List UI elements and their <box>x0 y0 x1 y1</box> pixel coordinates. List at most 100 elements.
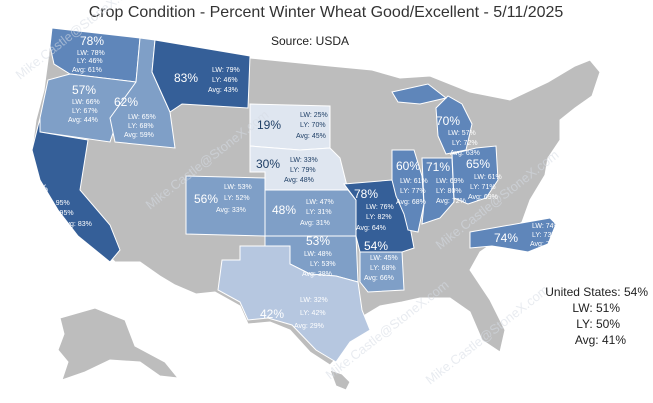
state-pct-mi: 70% <box>436 114 460 128</box>
state-ly-ks: LY: 31% <box>306 209 332 216</box>
state-lw-ks: LW: 47% <box>306 199 334 206</box>
state-avg-ks: Avg: 31% <box>300 220 330 227</box>
hawaii-shape <box>329 369 351 391</box>
state-avg-mt: Avg: 43% <box>208 87 238 94</box>
state-ly-in: LY: 80% <box>436 188 462 195</box>
state-ly-wa: LY: 46% <box>77 58 103 65</box>
state-pct-nc: 74% <box>494 231 518 245</box>
state-pct-ks: 48% <box>272 203 296 217</box>
state-label-mi: 70% LW: 57% LY: 72% Avg: 63% <box>436 114 480 157</box>
state-lw-mi: LW: 57% <box>448 130 476 137</box>
state-ly-mo: LY: 82% <box>366 214 392 221</box>
state-avg-or: Avg: 44% <box>68 117 98 124</box>
state-lw-id: LW: 65% <box>128 114 156 121</box>
state-avg-in: Avg: 72% <box>436 198 466 205</box>
state-ly-mi: LY: 72% <box>452 140 478 147</box>
state-lw-mo: LW: 76% <box>366 204 394 211</box>
state-pct-id: 62% <box>114 95 138 109</box>
state-shape-ca <box>31 117 121 263</box>
state-lw-tx: LW: 32% <box>300 297 328 304</box>
state-shape-mi <box>391 83 473 155</box>
state-ly-sd: LY: 70% <box>300 122 326 129</box>
state-label-id: 62% LW: 65% LY: 68% Avg: 59% <box>114 95 156 139</box>
state-lw-wa: LW: 78% <box>77 50 105 57</box>
state-ly-ne: LY: 79% <box>290 167 316 174</box>
state-label-tx: 42% LW: 32% LY: 42% Avg: 29% <box>260 297 328 330</box>
us-summary-label: United States: 54% <box>545 285 648 299</box>
state-lw-il: LW: 61% <box>400 178 428 185</box>
state-pct-ar: 54% <box>364 239 388 253</box>
state-pct-il: 60% <box>396 159 420 173</box>
state-avg-co: Avg: 33% <box>216 207 246 214</box>
state-lw-ok: LW: 48% <box>304 251 332 258</box>
state-label-in: 71% LW: 69% LY: 80% Avg: 72% <box>426 160 466 205</box>
state-label-or: 57% LW: 66% LY: 67% Avg: 44% <box>68 83 100 124</box>
state-lw-oh: LW: 61% <box>474 174 502 181</box>
state-label-oh: 65% LW: 61% LY: 71% Avg: 69% <box>466 157 502 201</box>
state-ly-ok: LY: 53% <box>310 261 336 268</box>
state-label-ca: 95% LW: 95% LY: 95% Avg: 83% <box>24 182 92 228</box>
state-pct-oh: 65% <box>466 157 490 171</box>
state-lw-co: LW: 53% <box>224 184 252 191</box>
state-shape-il <box>391 149 425 233</box>
state-lw-mt: LW: 79% <box>212 67 240 74</box>
state-pct-sd: 19% <box>257 118 281 132</box>
state-lw-in: LW: 69% <box>436 178 464 185</box>
state-pct-co: 56% <box>194 192 218 206</box>
state-avg-ar: Avg: 66% <box>364 275 394 282</box>
state-shape-mt <box>151 39 251 113</box>
us-summary-avg: Avg: 41% <box>575 333 626 347</box>
state-shape-nc <box>469 217 557 253</box>
state-ly-nc: LY: 73% <box>532 232 558 239</box>
state-ly-ca: LY: 95% <box>48 210 74 217</box>
state-pct-or: 57% <box>72 83 96 97</box>
map-source: Source: USDA <box>271 34 349 48</box>
state-avg-il: Avg: 68% <box>396 199 426 206</box>
state-lw-ca: LW: 95% <box>42 200 70 207</box>
state-avg-sd: Avg: 45% <box>296 133 326 140</box>
us-summary-ly: LY: 50% <box>576 317 620 331</box>
state-label-ok: 53% LW: 48% LY: 53% Avg: 38% <box>302 234 336 278</box>
state-avg-ca: Avg: 83% <box>62 221 92 228</box>
state-ly-il: LY: 77% <box>400 188 426 195</box>
state-lw-sd: LW: 25% <box>300 112 328 119</box>
state-label-co: 56% LW: 53% LY: 52% Avg: 33% <box>194 184 252 214</box>
alaska-shape <box>57 307 180 381</box>
state-pct-mo: 78% <box>354 187 378 201</box>
us-summary-lw: LW: 51% <box>572 301 620 315</box>
state-shape-tx <box>217 245 371 363</box>
state-lw-nc: LW: 74% <box>532 223 560 230</box>
state-pct-ca: 95% <box>24 182 48 196</box>
state-pct-ok: 53% <box>306 234 330 248</box>
state-lw-ne: LW: 33% <box>290 157 318 164</box>
state-lw-ar: LW: 45% <box>370 255 398 262</box>
state-avg-ne: Avg: 48% <box>284 177 314 184</box>
state-pct-mt: 83% <box>174 71 198 85</box>
state-shape-oh <box>451 145 499 205</box>
state-pct-ne: 30% <box>256 157 280 171</box>
state-lw-or: LW: 66% <box>72 99 100 106</box>
state-label-ar: 54% LW: 45% LY: 68% Avg: 66% <box>364 239 398 282</box>
state-ly-mt: LY: 46% <box>212 77 238 84</box>
state-avg-tx: Avg: 29% <box>294 323 324 330</box>
state-shape-ar <box>359 251 405 293</box>
us-summary: United States: 54% LW: 51% LY: 50% Avg: … <box>545 285 648 347</box>
state-label-mt: 83% LW: 79% LY: 46% Avg: 43% <box>174 67 240 94</box>
state-ly-co: LY: 52% <box>224 195 250 202</box>
state-ly-or: LY: 67% <box>72 108 98 115</box>
state-pct-wa: 78% <box>80 34 104 48</box>
state-label-wa: 78% LW: 78% LY: 46% Avg: 61% <box>72 34 105 74</box>
state-avg-nc: Avg: 73% <box>530 241 560 248</box>
state-label-il: 60% LW: 61% LY: 77% Avg: 68% <box>396 159 428 206</box>
state-ly-oh: LY: 71% <box>470 184 496 191</box>
state-ly-tx: LY: 42% <box>300 310 326 317</box>
state-avg-mo: Avg: 64% <box>356 225 386 232</box>
state-avg-id: Avg: 59% <box>124 132 154 139</box>
state-ly-ar: LY: 68% <box>370 265 396 272</box>
state-label-ne: 30% LW: 33% LY: 79% Avg: 48% <box>256 157 318 184</box>
state-pct-tx: 42% <box>260 307 284 321</box>
state-label-nc: 74% LW: 74% LY: 73% Avg: 73% <box>494 223 560 248</box>
state-label-sd: 19% LW: 25% LY: 70% Avg: 45% <box>257 112 328 140</box>
